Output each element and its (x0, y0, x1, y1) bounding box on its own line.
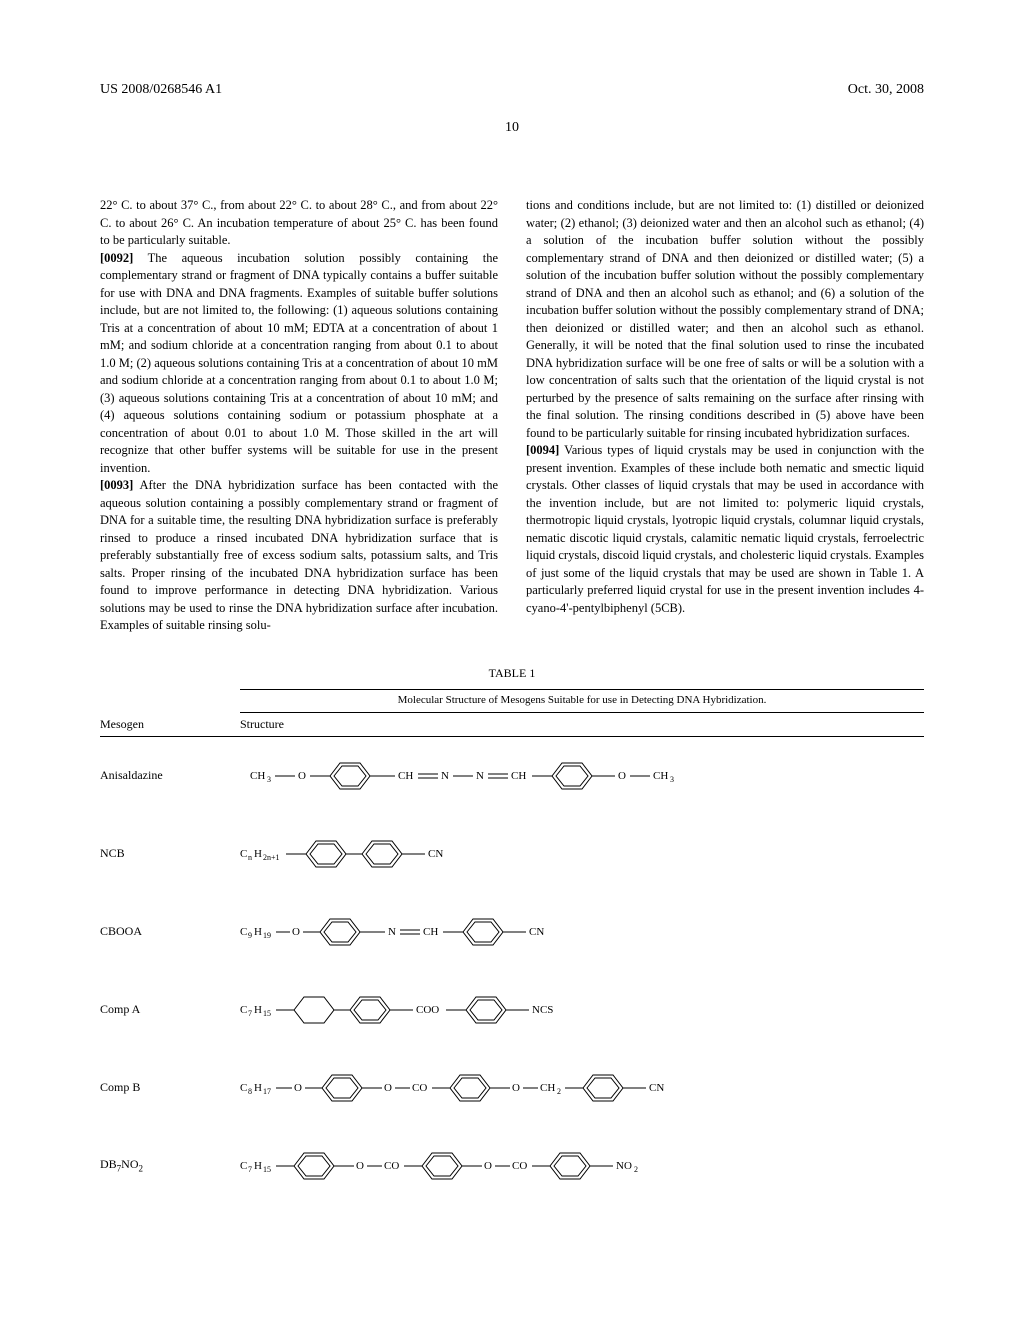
mesogen-name: Comp B (100, 1079, 240, 1096)
table-row: Comp B C8 H17 O O CO (100, 1049, 924, 1127)
mesogen-structure: C7 H15 COO NCS (240, 985, 924, 1035)
mesogen-structure: C7 H15 O CO O CO (240, 1141, 924, 1191)
svg-text:H: H (254, 1160, 262, 1172)
mesogen-structure: Cn H2n+1 CN (240, 829, 924, 879)
table-row: Anisaldazine CH3 O CH N N (100, 737, 924, 815)
svg-text:C: C (240, 1160, 247, 1172)
svg-text:O: O (512, 1082, 520, 1094)
svg-text:9: 9 (248, 931, 252, 940)
svg-text:H: H (254, 848, 262, 860)
svg-text:CO: CO (512, 1160, 527, 1172)
svg-text:CN: CN (529, 926, 544, 938)
svg-text:C: C (240, 926, 247, 938)
mesogen-name: DB7NO2 (100, 1156, 240, 1175)
para-0093: [0093] After the DNA hybridization surfa… (100, 477, 498, 635)
mesogen-name: CBOOA (100, 923, 240, 940)
table-row: CBOOA C9 H19 O N CH (100, 893, 924, 971)
svg-text:CH: CH (511, 770, 526, 782)
svg-text:O: O (298, 770, 306, 782)
publication-date: Oct. 30, 2008 (848, 80, 924, 100)
para-0094: [0094] Various types of liquid crystals … (526, 442, 924, 617)
svg-text:CH: CH (250, 770, 265, 782)
svg-text:8: 8 (248, 1087, 252, 1096)
svg-text:CN: CN (428, 848, 443, 860)
svg-text:CH: CH (653, 770, 668, 782)
svg-text:3: 3 (267, 775, 271, 784)
mesogen-name: NCB (100, 845, 240, 862)
mesogen-structure: C9 H19 O N CH CN (240, 907, 924, 957)
svg-text:CH: CH (423, 926, 438, 938)
para-num-0092: [0092] (100, 251, 133, 265)
svg-text:2n+1: 2n+1 (263, 853, 280, 862)
para-0092: [0092] The aqueous incubation solution p… (100, 250, 498, 478)
table-header-row: Mesogen Structure (100, 713, 924, 737)
svg-text:3: 3 (670, 775, 674, 784)
svg-text:17: 17 (263, 1087, 271, 1096)
svg-text:C: C (240, 1004, 247, 1016)
para-0094-text: Various types of liquid crystals may be … (526, 443, 924, 615)
svg-text:15: 15 (263, 1009, 271, 1018)
mesogen-structure: CH3 O CH N N CH (240, 751, 924, 801)
para-0093-text: After the DNA hybridization surface has … (100, 478, 498, 632)
mesogen-name: Comp A (100, 1001, 240, 1018)
svg-text:O: O (484, 1160, 492, 1172)
right-column: tions and conditions include, but are no… (526, 197, 924, 635)
para-num-0094: [0094] (526, 443, 559, 457)
col-header-mesogen: Mesogen (100, 716, 240, 733)
table-caption: Molecular Structure of Mesogens Suitable… (240, 689, 924, 712)
structure-svg-compb: C8 H17 O O CO O CH2 (240, 1063, 880, 1113)
para-0092-text: The aqueous incubation solution possibly… (100, 251, 498, 475)
svg-text:O: O (618, 770, 626, 782)
col-header-structure: Structure (240, 716, 924, 733)
svg-text:O: O (292, 926, 300, 938)
svg-text:N: N (388, 926, 396, 938)
svg-text:NO: NO (616, 1160, 632, 1172)
svg-text:C: C (240, 1082, 247, 1094)
svg-text:N: N (441, 770, 449, 782)
page-number: 10 (100, 118, 924, 138)
table-row: DB7NO2 C7 H15 O CO O (100, 1127, 924, 1205)
para-continuation-right: tions and conditions include, but are no… (526, 197, 924, 442)
svg-text:19: 19 (263, 931, 271, 940)
svg-text:CO: CO (412, 1082, 427, 1094)
page-header: US 2008/0268546 A1 Oct. 30, 2008 (100, 80, 924, 100)
svg-text:O: O (356, 1160, 364, 1172)
svg-text:H: H (254, 1004, 262, 1016)
structure-svg-cbooa: C9 H19 O N CH CN (240, 907, 690, 957)
table-label: TABLE 1 (100, 665, 924, 682)
svg-text:H: H (254, 1082, 262, 1094)
structure-svg-compa: C7 H15 COO NCS (240, 985, 720, 1035)
svg-text:7: 7 (248, 1165, 252, 1174)
table-1: TABLE 1 Molecular Structure of Mesogens … (100, 665, 924, 1205)
table-row: NCB Cn H2n+1 CN (100, 815, 924, 893)
svg-text:n: n (248, 853, 252, 862)
svg-text:CO: CO (384, 1160, 399, 1172)
svg-text:2: 2 (557, 1087, 561, 1096)
left-column: 22° C. to about 37° C., from about 22° C… (100, 197, 498, 635)
mesogen-structure: C8 H17 O O CO O CH2 (240, 1063, 924, 1113)
para-continuation-left: 22° C. to about 37° C., from about 22° C… (100, 197, 498, 250)
svg-text:O: O (384, 1082, 392, 1094)
svg-text:CN: CN (649, 1082, 664, 1094)
svg-text:15: 15 (263, 1165, 271, 1174)
structure-svg-db7no2: C7 H15 O CO O CO (240, 1141, 840, 1191)
patent-number: US 2008/0268546 A1 (100, 80, 222, 100)
svg-text:O: O (294, 1082, 302, 1094)
mesogen-name: Anisaldazine (100, 767, 240, 784)
svg-text:H: H (254, 926, 262, 938)
svg-text:2: 2 (634, 1165, 638, 1174)
structure-svg-ncb: Cn H2n+1 CN (240, 829, 640, 879)
svg-text:C: C (240, 848, 247, 860)
text-columns: 22° C. to about 37° C., from about 22° C… (100, 197, 924, 635)
svg-text:NCS: NCS (532, 1004, 553, 1016)
svg-text:CH: CH (540, 1082, 555, 1094)
table-row: Comp A C7 H15 COO (100, 971, 924, 1049)
structure-svg-anisaldazine: CH3 O CH N N CH (240, 751, 800, 801)
svg-text:7: 7 (248, 1009, 252, 1018)
svg-text:N: N (476, 770, 484, 782)
svg-text:COO: COO (416, 1004, 439, 1016)
svg-text:CH: CH (398, 770, 413, 782)
para-num-0093: [0093] (100, 478, 133, 492)
